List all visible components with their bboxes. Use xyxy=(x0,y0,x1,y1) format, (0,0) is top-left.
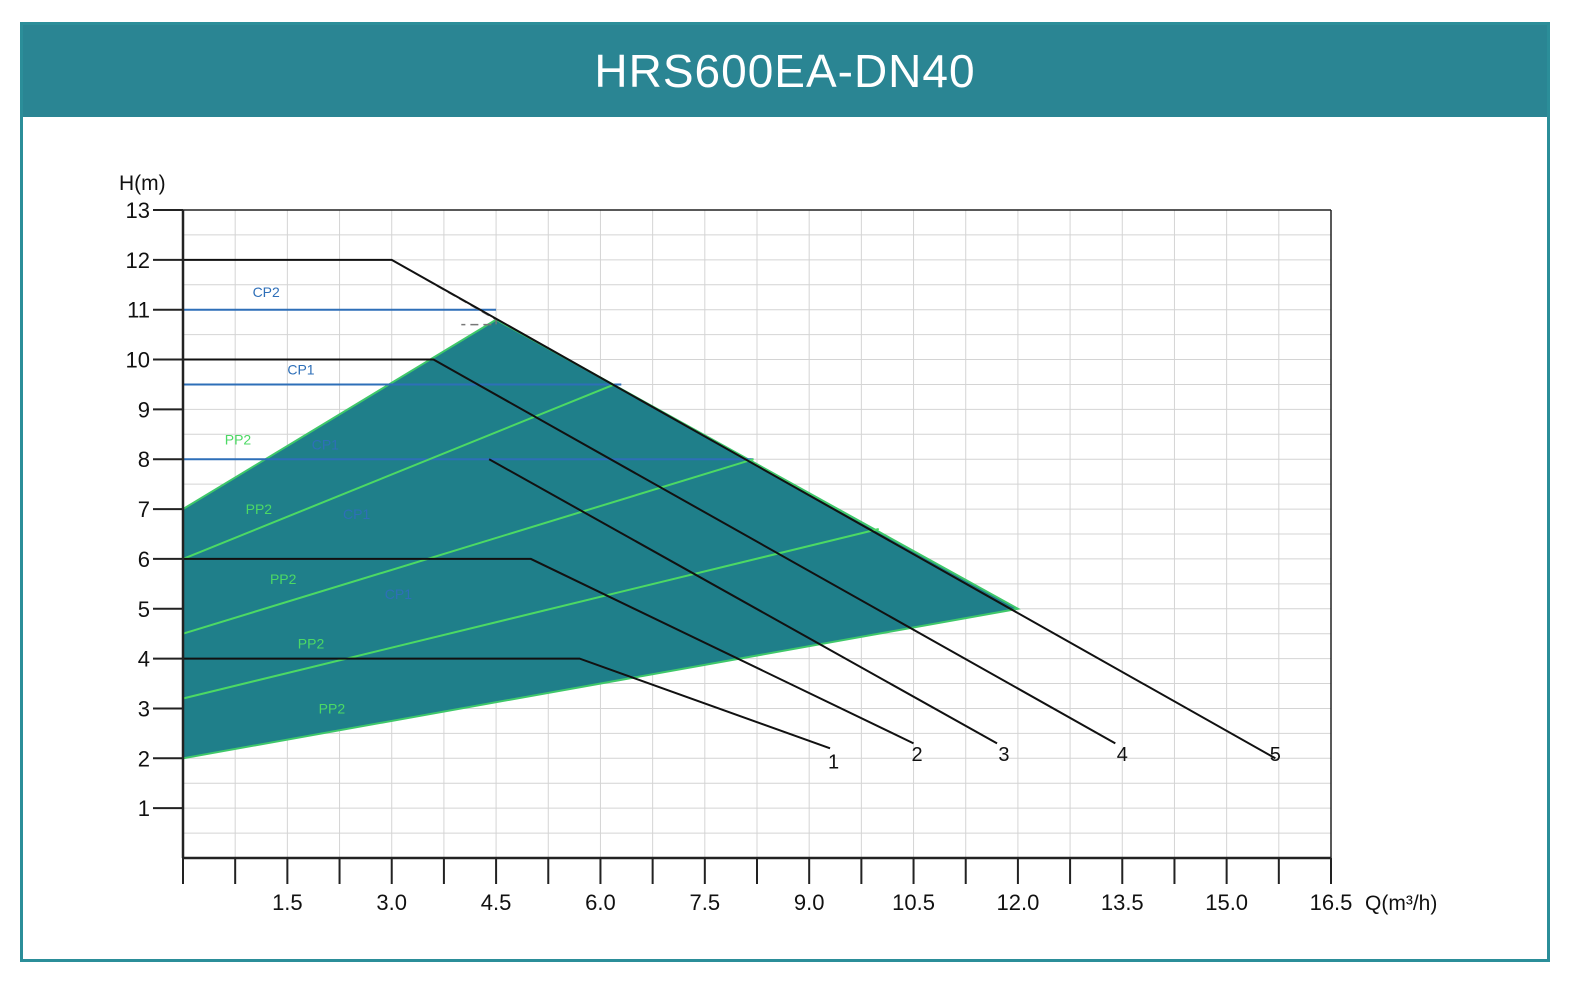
speed-curve-2 xyxy=(183,557,914,745)
mode-label-cp-2: CP1 xyxy=(287,361,314,377)
x-tick-label: 6.0 xyxy=(585,890,616,915)
mode-label-pp-10: PP2 xyxy=(319,700,346,716)
mode-label-cp-1: CP2 xyxy=(253,284,280,300)
y-tick-label: 4 xyxy=(138,647,150,672)
x-tick-label: 16.5 xyxy=(1310,890,1353,915)
pp-line-3 xyxy=(182,383,615,560)
title-bar: HRS600EA-DN40 xyxy=(23,25,1547,117)
y-tick-label: 6 xyxy=(138,547,150,572)
y-tick-label: 3 xyxy=(138,696,150,721)
curve-label-2: 2 xyxy=(911,744,922,766)
speed-curve-5 xyxy=(183,258,1276,760)
mode-label-pp-7: PP2 xyxy=(246,501,273,517)
curve-label-5: 5 xyxy=(1270,744,1281,766)
mode-label-pp-9: PP2 xyxy=(298,636,325,652)
y-axis-label: H(m) xyxy=(119,172,166,195)
y-tick-label: 9 xyxy=(138,397,150,422)
y-tick-label: 13 xyxy=(126,198,150,223)
y-tick-label: 11 xyxy=(127,298,150,323)
x-tick-label: 9.0 xyxy=(794,890,825,915)
y-tick-label: 5 xyxy=(138,597,150,622)
pp-line-1 xyxy=(182,528,879,700)
mode-label-cp-3: CP1 xyxy=(312,436,339,452)
x-tick-label: 12.0 xyxy=(996,890,1039,915)
y-tick-label: 12 xyxy=(126,248,150,273)
y-tick-label: 2 xyxy=(138,746,150,771)
cp2-bracket-right xyxy=(391,259,497,326)
mode-label-pp-8: PP2 xyxy=(270,571,297,587)
curve-label-3: 3 xyxy=(998,744,1009,766)
curve-label-1: 1 xyxy=(828,751,839,773)
x-tick-label: 15.0 xyxy=(1205,890,1248,915)
x-tick-label: 1.5 xyxy=(272,890,303,915)
pp-line-2 xyxy=(182,458,754,635)
mode-label-cp-5: CP1 xyxy=(385,586,412,602)
x-axis-label: Q(m³/h) xyxy=(1365,892,1437,915)
speed-curve-1 xyxy=(183,657,831,750)
x-tick-label: 10.5 xyxy=(892,890,935,915)
x-tick-label: 7.5 xyxy=(690,890,721,915)
speed-curve-3 xyxy=(488,458,998,745)
mode-label-pp-6: PP2 xyxy=(225,431,252,447)
x-tick-label: 3.0 xyxy=(376,890,407,915)
y-tick-label: 8 xyxy=(138,447,150,472)
chart-title: HRS600EA-DN40 xyxy=(594,45,976,97)
speed-curve-4 xyxy=(183,358,1116,745)
y-tick-label: 7 xyxy=(138,497,150,522)
x-tick-label: 4.5 xyxy=(481,890,512,915)
x-tick-label: 13.5 xyxy=(1101,890,1144,915)
y-tick-label: 1 xyxy=(138,796,150,821)
mode-label-cp-4: CP1 xyxy=(343,506,370,522)
curve-label-4: 4 xyxy=(1117,744,1128,766)
y-tick-label: 10 xyxy=(126,348,150,373)
